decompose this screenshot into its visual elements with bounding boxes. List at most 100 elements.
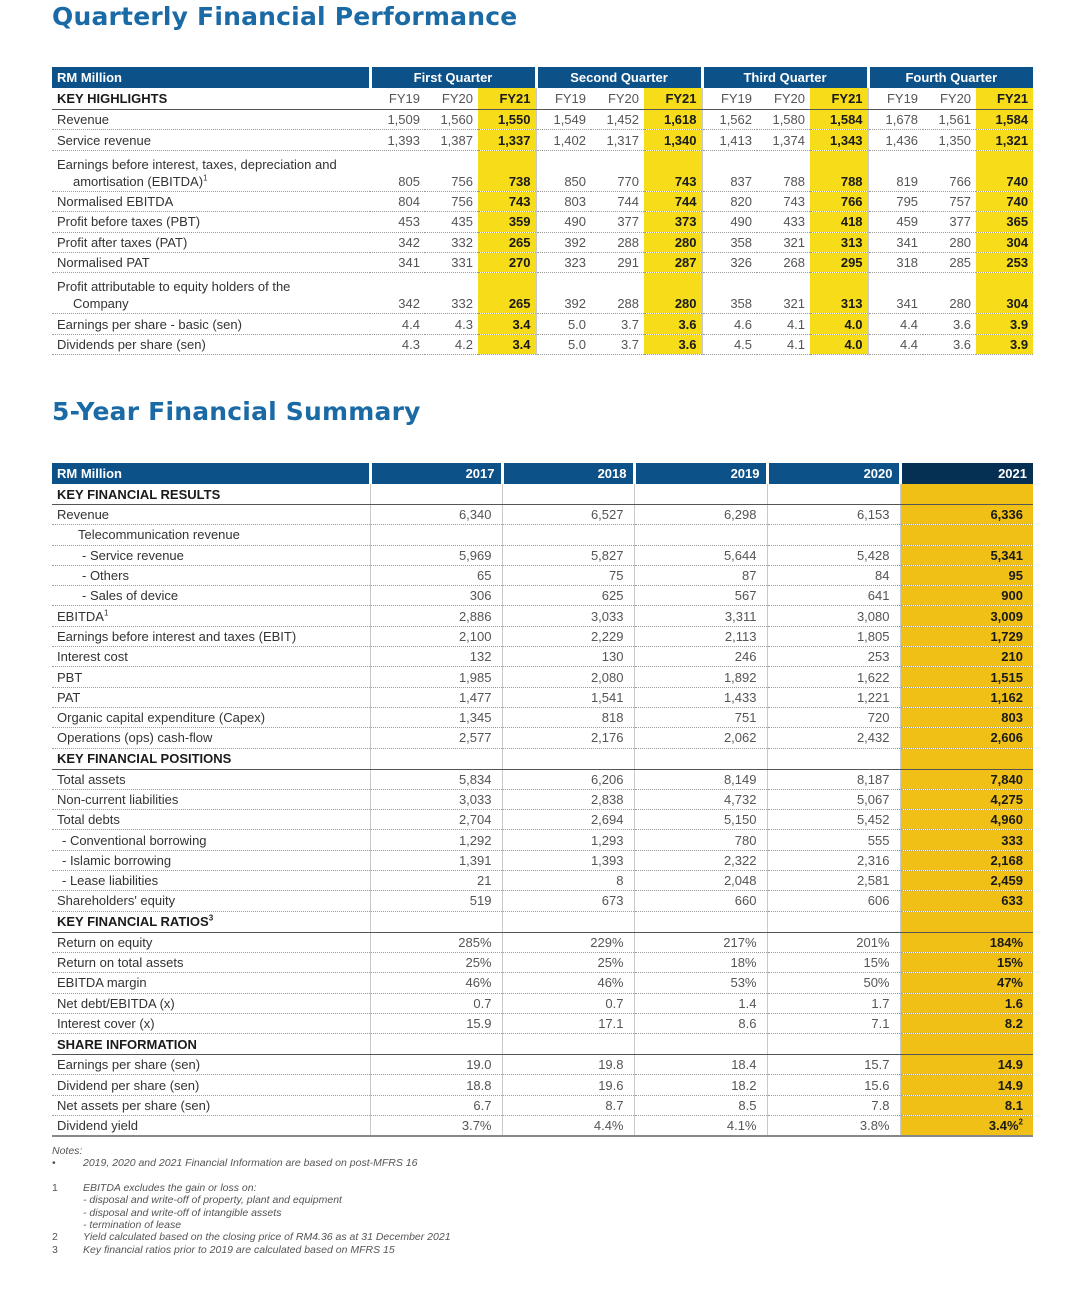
value-cell: 1,402	[535, 129, 592, 151]
value-cell: 3.7%	[369, 1115, 502, 1138]
value-cell: 4.3	[370, 334, 425, 356]
table-row: Shareholders' equity 519 673 660 606 633	[52, 890, 1033, 912]
table-row: Revenue 1,509 1,560 1,550 1,549 1,452 1,618 1,5…	[52, 109, 1034, 131]
value-cell: 75	[501, 565, 634, 587]
section-heading-row: SHARE INFORMATION	[52, 1033, 1033, 1056]
row-label: Revenue	[52, 109, 370, 131]
row-label: PBT	[52, 666, 370, 688]
value-cell: 6,527	[501, 504, 634, 526]
value-cell: 1,340	[644, 129, 703, 151]
table-row: - Sales of device 306 625 567 641 900	[52, 585, 1033, 607]
value-cell: 130	[501, 646, 634, 668]
value-cell: 377	[923, 211, 977, 233]
value-cell: 132	[369, 646, 502, 668]
value-cell: 660	[633, 890, 767, 912]
value-cell: 8,149	[633, 769, 767, 790]
value-cell: 4.4%	[501, 1115, 634, 1138]
row-label: Revenue	[52, 504, 370, 526]
value-cell: 5,067	[766, 789, 900, 811]
row-label: Organic capital expenditure (Capex)	[52, 707, 370, 729]
value-cell: 270	[478, 252, 537, 274]
row-label: - Lease liabilities	[52, 870, 370, 892]
quarter-header: First Quarter	[368, 67, 537, 88]
year-header: 2021	[898, 463, 1033, 484]
value-cell: 326	[701, 252, 758, 274]
value-cell: 4,960	[899, 809, 1033, 831]
value-cell: 2,080	[501, 666, 634, 688]
value-cell: 1,805	[766, 626, 900, 648]
table-row: PBT 1,985 2,080 1,892 1,622 1,515	[52, 666, 1033, 688]
value-cell: 433	[757, 211, 811, 233]
table-row: - Lease liabilities 21 8 2,048 2,581 2,459	[52, 870, 1033, 892]
value-cell: 184%	[899, 932, 1033, 953]
table-row: Profit before taxes (PBT) 453 435 359 490 377…	[52, 211, 1034, 233]
value-cell: 1,549	[535, 109, 592, 131]
value-cell: 2,838	[501, 789, 634, 811]
empty-cell	[369, 911, 502, 933]
value-cell: 4.4	[867, 334, 924, 356]
value-cell: 756	[425, 191, 478, 213]
value-cell: 287	[644, 252, 703, 274]
value-cell: 1,584	[810, 109, 869, 131]
section-heading: KEY FINANCIAL RESULTS	[52, 484, 370, 505]
table-row: Interest cover (x) 15.9 17.1 8.6 7.1 8.2	[52, 1013, 1033, 1035]
row-label: Interest cover (x)	[52, 1013, 370, 1035]
value-cell: 341	[867, 272, 924, 315]
value-cell: 332	[425, 272, 478, 315]
note-item: • 2019, 2020 and 2021 Financial Informati…	[52, 1157, 451, 1169]
value-cell: 304	[976, 272, 1034, 315]
empty-cell	[766, 1033, 900, 1056]
value-cell: 900	[899, 585, 1033, 607]
empty-cell	[766, 748, 900, 770]
notes-heading: Notes:	[52, 1145, 83, 1157]
value-cell: 738	[478, 150, 537, 192]
value-cell: 8.7	[501, 1095, 634, 1117]
note-subitem: - disposal and write-off of intangible a…	[83, 1206, 282, 1219]
empty-cell	[501, 1033, 634, 1056]
value-cell: 18%	[633, 952, 767, 974]
value-cell: 46%	[501, 972, 634, 994]
value-cell: 744	[644, 191, 703, 213]
table-row: Earnings before interest, taxes, depreci…	[52, 150, 1034, 192]
value-cell: 756	[425, 150, 478, 192]
value-cell: 3.7	[591, 313, 645, 335]
fiscal-year-header: FY21	[810, 88, 869, 110]
value-cell: 1,345	[369, 707, 502, 729]
value-cell: 803	[899, 707, 1033, 729]
value-cell: 14.9	[899, 1054, 1033, 1076]
value-cell: 8.6	[633, 1013, 767, 1035]
row-label: Return on total assets	[52, 952, 370, 974]
value-cell: 280	[923, 272, 977, 315]
empty-cell	[899, 911, 1033, 933]
value-cell: 8.2	[899, 1013, 1033, 1035]
row-label-line1: Profit attributable to equity holders of…	[57, 279, 291, 295]
five-year-table: RM Million 2017 2018 2019 2020 2021 KEY …	[52, 463, 1033, 1138]
note-item: 3 Key financial ratios prior to 2019 are …	[52, 1244, 451, 1256]
row-label: - Service revenue	[52, 545, 370, 566]
empty-cell	[633, 748, 767, 770]
value-cell: 740	[976, 191, 1034, 213]
section-heading-row: KEY FINANCIAL RESULTS	[52, 484, 1033, 505]
value-cell: 3,080	[766, 605, 900, 627]
table-row: Normalised PAT 341 331 270 323 291 287 326 268 29…	[52, 252, 1034, 274]
value-cell: 2,581	[766, 870, 900, 892]
table-row: Profit attributable to equity holders of…	[52, 272, 1034, 315]
value-cell: 1,509	[370, 109, 425, 131]
fiscal-year-header: FY19	[370, 88, 425, 110]
value-cell: 1,678	[867, 109, 924, 131]
value-cell: 2,113	[633, 626, 767, 648]
value-cell: 313	[810, 232, 869, 253]
value-cell: 46%	[369, 972, 502, 994]
value-cell: 4.2	[425, 334, 478, 356]
value-cell: 15%	[899, 952, 1033, 974]
note-text: 2019, 2020 and 2021 Financial Informatio…	[83, 1157, 418, 1170]
row-label: PAT	[52, 687, 370, 708]
value-cell: 392	[535, 232, 592, 253]
table-row: Return on total assets 25% 25% 18% 15% 15%	[52, 952, 1033, 974]
value-cell: 795	[867, 191, 924, 213]
value-cell: 743	[478, 191, 537, 213]
value-cell: 743	[644, 150, 703, 192]
note-text: Key financial ratios prior to 2019 are c…	[83, 1243, 395, 1256]
fiscal-year-header: FY20	[923, 88, 977, 110]
year-header: 2019	[632, 463, 767, 484]
